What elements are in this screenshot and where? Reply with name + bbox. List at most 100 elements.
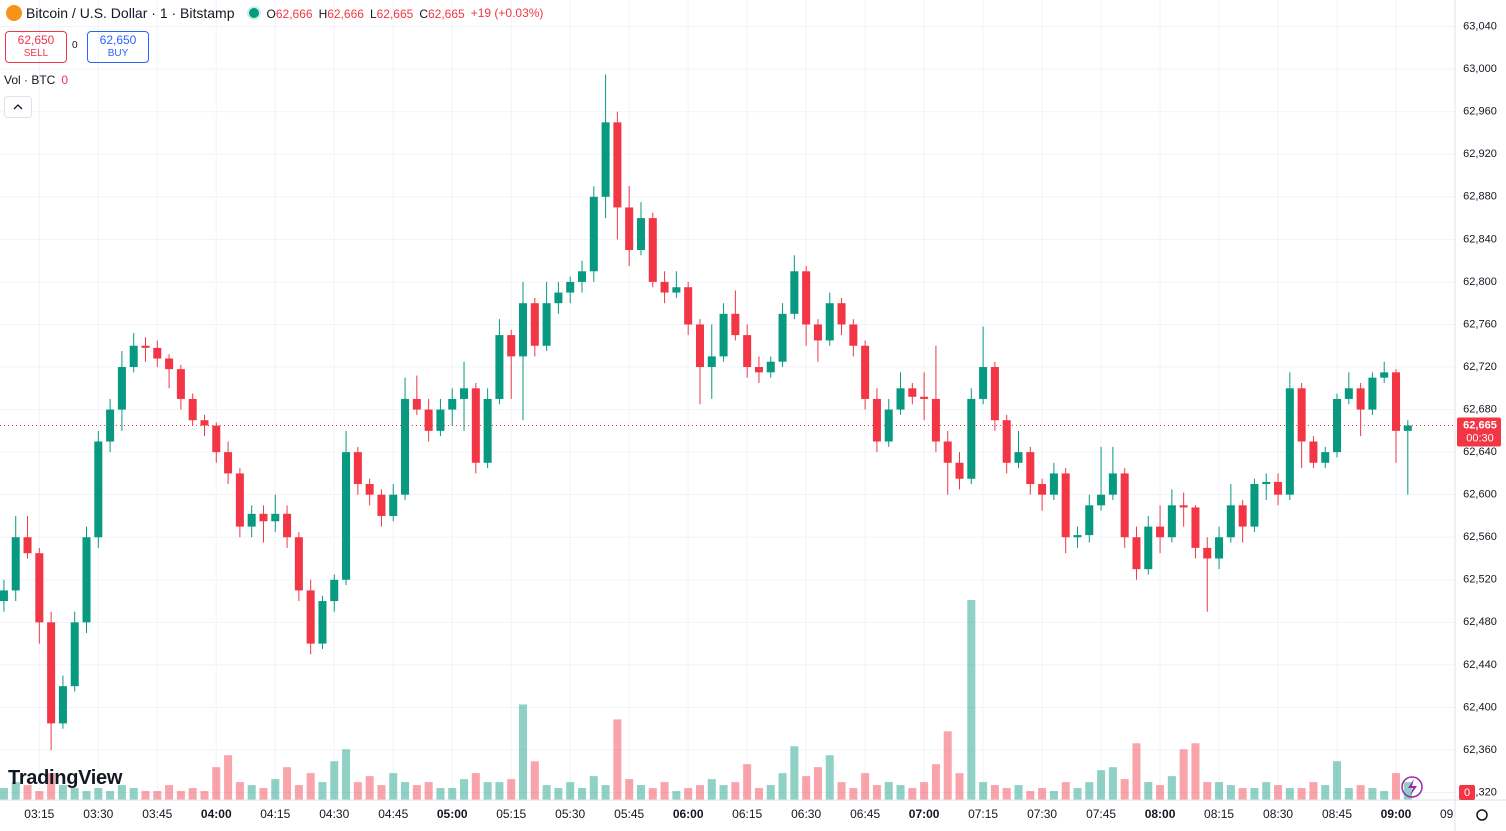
volume-bar [176, 791, 185, 800]
volume-bar [507, 779, 516, 800]
volume-bar [1203, 782, 1212, 800]
candle-body [1274, 481, 1283, 495]
volume-bar [200, 791, 209, 800]
y-tick-label: 63,000 [1463, 63, 1497, 75]
settings-icon[interactable] [1476, 809, 1488, 821]
x-tick-label: 09:00 [1381, 807, 1412, 821]
volume-bar [1344, 788, 1353, 800]
collapse-button[interactable] [4, 96, 32, 118]
candle-body [754, 367, 763, 373]
volume-bar [943, 731, 952, 800]
volume-bar [1215, 782, 1224, 800]
volume-bar [82, 791, 91, 800]
candle-body [519, 303, 528, 357]
candle-body [601, 122, 610, 197]
volume-bar [448, 788, 457, 800]
candle-body [872, 398, 881, 442]
candle-body [778, 313, 787, 362]
y-tick-label: 62,680 [1463, 403, 1497, 415]
volume-bar [566, 782, 575, 800]
volume-bar [1333, 761, 1342, 800]
price-countdown: 00:30 [1466, 432, 1494, 444]
buy-button[interactable]: 62,650 BUY [87, 31, 149, 63]
volume-bar [377, 785, 386, 800]
volume-bar [931, 764, 940, 800]
candle-body [1097, 494, 1106, 506]
candle-body [1049, 473, 1058, 495]
candle-body [176, 369, 185, 399]
x-tick-label: 05:00 [437, 807, 468, 821]
volume-bar [601, 785, 610, 800]
volume-bar [483, 782, 492, 800]
volume-bar [837, 782, 846, 800]
candle-body [82, 537, 91, 623]
x-tick-label: 04:45 [378, 807, 408, 821]
volume-bar [353, 782, 362, 800]
candle-body [1108, 473, 1117, 495]
price-tag-box [1457, 417, 1501, 447]
candle-body [318, 601, 327, 644]
volume-bar [401, 782, 410, 800]
candle-body [165, 358, 174, 370]
candle-body [1333, 398, 1342, 453]
volume-bar [719, 785, 728, 800]
volume-bar [754, 788, 763, 800]
candle-body [613, 122, 622, 208]
candle-body [660, 281, 669, 293]
volume-bar [1356, 785, 1365, 800]
candle-body [365, 484, 374, 495]
candle-body [235, 473, 244, 527]
volume-bar [1238, 788, 1247, 800]
candle-body [849, 324, 858, 346]
candle-body [1014, 452, 1023, 463]
spread: 0 [72, 40, 78, 51]
candle-body [1250, 484, 1259, 527]
sell-price: 62,650 [17, 33, 55, 47]
y-tick-label: 62,400 [1463, 701, 1497, 713]
volume-bar [967, 600, 976, 800]
volume-bar [1073, 788, 1082, 800]
volume-bar [802, 776, 811, 800]
volume-bar [106, 791, 115, 800]
candle-body [58, 686, 67, 724]
volume-bar [790, 746, 799, 800]
volume-bar [141, 791, 150, 800]
volume-bar [1250, 788, 1259, 800]
legend-key: L [369, 7, 377, 21]
x-tick-label: 05:45 [614, 807, 644, 821]
volume-bar [129, 788, 138, 800]
volume-bar [212, 767, 221, 800]
volume-bar [955, 773, 964, 800]
candle-body [577, 271, 587, 282]
symbol-title: Bitcoin / U.S. Dollar · 1 · Bitstamp [26, 5, 235, 21]
logo: TradingView [8, 767, 123, 789]
x-tick-label: 04:30 [319, 807, 349, 821]
x-tick-label: 08:30 [1263, 807, 1293, 821]
y-tick-label: 62,960 [1463, 106, 1497, 118]
volume-bar [979, 782, 988, 800]
candle-body [1002, 420, 1011, 463]
candle-body [401, 398, 410, 495]
volume-bar [1321, 785, 1330, 800]
candle-body [1297, 388, 1306, 442]
candle-body [1344, 388, 1353, 399]
candle-body [1321, 452, 1330, 463]
volume-bar [530, 761, 539, 800]
legend-value: 62,665 [376, 7, 414, 21]
sell-button[interactable]: 62,650 SELL [5, 31, 67, 63]
candle-body [1368, 377, 1377, 410]
y-tick-label: 63,040 [1463, 21, 1497, 33]
y-tick-label: 62,600 [1463, 489, 1497, 501]
volume-bar [117, 785, 126, 800]
candle-body [412, 398, 421, 410]
volume-bar [1226, 785, 1235, 800]
candle-body [271, 513, 280, 522]
volume-bar [990, 785, 999, 800]
alert-icon[interactable] [1401, 776, 1423, 798]
candle-body [1038, 484, 1047, 495]
volume-bar [224, 755, 233, 800]
volume-bar [94, 788, 103, 800]
buy-price: 62,650 [99, 33, 137, 47]
